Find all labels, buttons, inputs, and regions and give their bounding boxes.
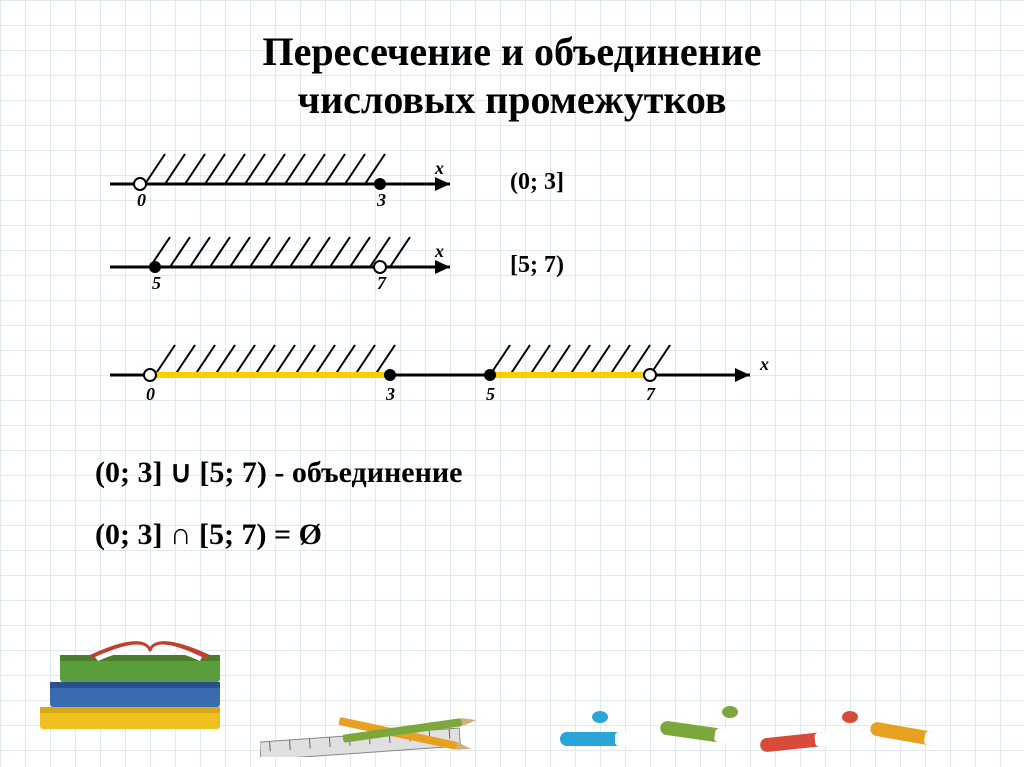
number-line-2: 5 7 x [5; 7) (110, 227, 730, 307)
slide-title: Пересечение и объединение числовых проме… (0, 0, 1024, 124)
tick-5: 5 (152, 273, 161, 293)
title-line1: Пересечение и объединение (0, 28, 1024, 76)
tick-0: 0 (137, 190, 146, 210)
formulas: (0; 3] ∪ [5; 7) - объединение (0; 3] ∩ [… (95, 455, 1024, 552)
formula-intersection: (0; 3] ∩ [5; 7) = Ø (95, 518, 1024, 552)
tick-3: 3 (376, 190, 386, 210)
formula-union: (0; 3] ∪ [5; 7) - объединение (95, 455, 1024, 490)
number-line-1: 0 3 x (0; 3] (110, 144, 730, 214)
tick-7: 7 (377, 273, 387, 293)
axis-label-x3: x (759, 354, 769, 374)
tick3-3: 3 (385, 384, 395, 404)
tick3-0: 0 (146, 384, 155, 404)
supplies-icon (260, 687, 1000, 757)
axis-label-x1: x (434, 158, 444, 178)
title-line2: числовых промежутков (0, 76, 1024, 124)
tick3-7: 7 (646, 384, 656, 404)
interval-2: [5; 7) (510, 252, 564, 278)
tick3-5: 5 (486, 384, 495, 404)
books-icon (30, 597, 260, 757)
number-line-3: 0 3 5 7 x (110, 330, 830, 420)
axis-label-x2: x (434, 241, 444, 261)
interval-1: (0; 3] (510, 169, 564, 195)
number-line-diagrams: 0 3 x (0; 3] 5 7 x [5; 7) (110, 144, 1024, 425)
